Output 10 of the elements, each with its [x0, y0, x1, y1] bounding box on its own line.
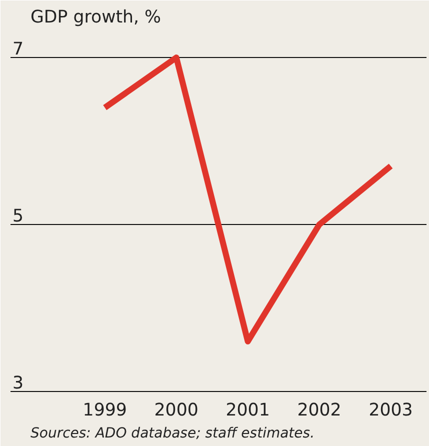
y-tick-label: 5: [12, 206, 24, 227]
x-tick-label: 2002: [297, 400, 342, 420]
y-tick-label: 7: [12, 40, 24, 60]
x-tick-label: 1999: [82, 400, 127, 420]
source-note: Sources: ADO database; staff estimates.: [30, 426, 315, 442]
x-tick-label: 2000: [154, 400, 198, 420]
chart-title: GDP growth, %: [30, 8, 162, 28]
x-tick-label: 2001: [226, 400, 270, 420]
x-tick-label: 2003: [368, 400, 413, 420]
y-tick-label: 3: [12, 374, 24, 394]
